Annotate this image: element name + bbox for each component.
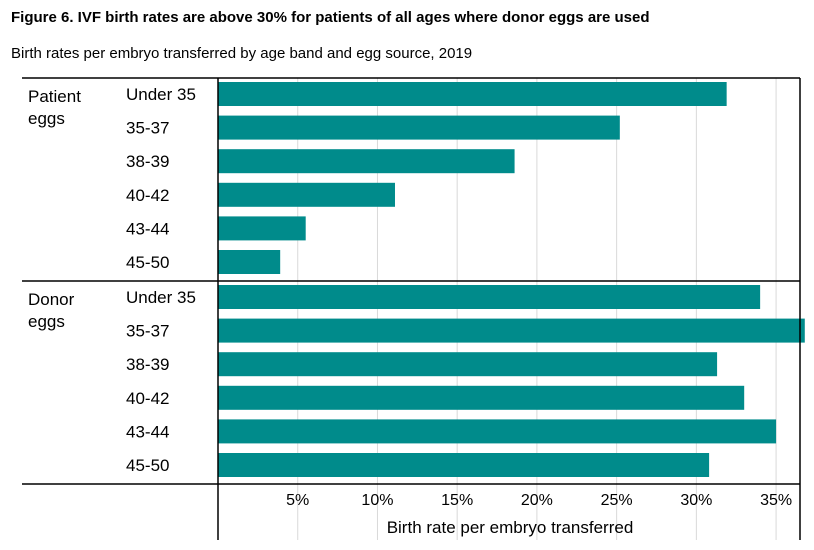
x-tick-label: 35%	[760, 492, 792, 509]
x-tick-label: 30%	[680, 492, 712, 509]
x-tick-label: 25%	[601, 492, 633, 509]
bar	[218, 149, 515, 174]
bar	[218, 318, 805, 343]
group-label-line: Patient	[28, 87, 81, 106]
category-label: 38-39	[126, 152, 169, 171]
category-label: 35-37	[126, 119, 169, 138]
category-label: 43-44	[126, 219, 169, 238]
bar	[218, 82, 727, 106]
bar	[218, 115, 620, 140]
x-axis-title: Birth rate per embryo transferred	[387, 518, 634, 537]
x-tick-label: 15%	[441, 492, 473, 509]
group-label-line: eggs	[28, 312, 65, 331]
bar	[218, 182, 395, 207]
bar	[218, 216, 306, 241]
group-label: Patient eggs	[28, 87, 81, 128]
bars	[218, 82, 805, 477]
bar	[218, 453, 710, 477]
bar	[218, 352, 718, 377]
figure-subtitle: Birth rates per embryo transferred by ag…	[11, 45, 473, 62]
category-label: 35-37	[126, 322, 169, 341]
bar	[218, 250, 281, 274]
x-tick-label: 10%	[361, 492, 393, 509]
category-label: Under 35	[126, 85, 196, 104]
category-label: 40-42	[126, 389, 169, 408]
figure-title: Figure 6. IVF birth rates are above 30% …	[11, 9, 650, 26]
group-label: Donor eggs	[28, 290, 75, 331]
category-label: 43-44	[126, 422, 169, 441]
group-label-line: Donor	[28, 290, 75, 309]
x-tick-label: 20%	[521, 492, 553, 509]
category-label: Under 35	[126, 288, 196, 307]
category-label: 38-39	[126, 355, 169, 374]
group-label-line: eggs	[28, 109, 65, 128]
x-tick-label: 5%	[286, 492, 309, 509]
category-label: 40-42	[126, 186, 169, 205]
bar	[218, 285, 761, 309]
category-label: 45-50	[126, 456, 169, 475]
bar	[218, 419, 777, 444]
labels: Patient eggs Under 35 35-37 38-39 40-42 43-44 4…	[28, 85, 792, 537]
bar	[218, 385, 745, 410]
category-label: 45-50	[126, 253, 169, 272]
chart-frame	[22, 77, 801, 540]
